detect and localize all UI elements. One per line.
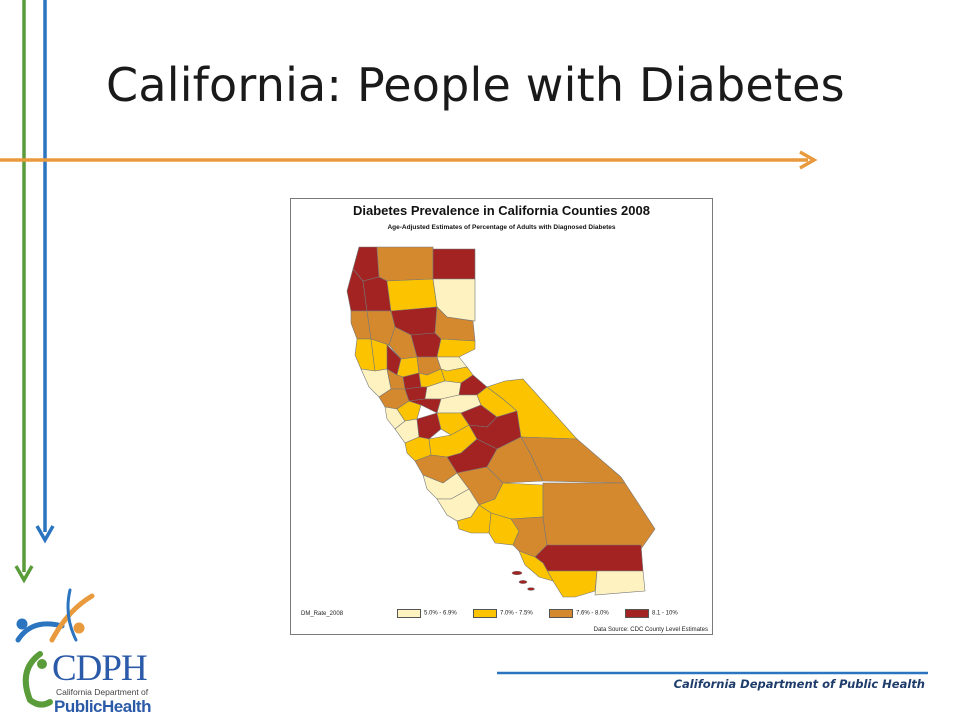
legend-swatch xyxy=(549,609,573,618)
legend-label: 5.0% - 6.9% xyxy=(424,610,457,617)
county-region xyxy=(542,482,656,550)
island xyxy=(527,587,535,591)
slide-title: California: People with Diabetes xyxy=(106,58,845,112)
county-region xyxy=(436,338,476,358)
legend-label: 7.0% - 7.5% xyxy=(500,610,533,617)
county-region xyxy=(432,248,476,280)
logo-figure-head-orange xyxy=(73,622,85,634)
green-arrow-head-icon xyxy=(14,565,34,584)
legend-item: 7.0% - 7.5% xyxy=(473,609,533,619)
logo-swoosh-thin xyxy=(66,588,78,642)
california-county-map xyxy=(346,246,656,598)
data-source-note: Data Source: CDC County Level Estimates xyxy=(593,627,708,633)
county-region xyxy=(594,570,646,596)
legend-label: 7.6% - 8.0% xyxy=(576,610,609,617)
legend-swatch xyxy=(625,609,649,618)
island xyxy=(511,570,523,576)
orange-arrow-head-icon xyxy=(799,150,818,170)
county-region xyxy=(534,544,644,572)
map-subtitle: Age-Adjusted Estimates of Percentage of … xyxy=(387,224,616,231)
logo-department-line: California Department of xyxy=(56,687,149,697)
county-region xyxy=(542,562,598,598)
logo-public-health: PublicHealth xyxy=(54,697,151,716)
map-figure: Diabetes Prevalence in California Counti… xyxy=(290,198,713,635)
county-region xyxy=(416,412,442,440)
map-legend: DM_Rate_2008 5.0% - 6.9% 7.0% - 7.5% 7.6… xyxy=(301,609,701,621)
blue-arrow-head-icon xyxy=(35,525,55,544)
county-region xyxy=(376,246,434,282)
map-title: Diabetes Prevalence in California Counti… xyxy=(353,203,650,218)
county-region xyxy=(396,400,422,422)
logo-acronym: CDPH xyxy=(52,648,148,689)
county-region xyxy=(386,278,438,312)
legend-item: 5.0% - 6.9% xyxy=(397,609,457,619)
legend-swatch xyxy=(473,609,497,618)
legend-swatch xyxy=(397,609,421,618)
legend-item: 8.1 - 10% xyxy=(625,609,678,619)
legend-item: 7.6% - 8.0% xyxy=(549,609,609,619)
logo-swoosh-blue xyxy=(15,621,65,643)
legend-label: 8.1 - 10% xyxy=(652,610,678,617)
logo-figure-head-blue xyxy=(16,618,28,630)
logo-swoosh-orange xyxy=(49,593,95,643)
logo-figure-head-green xyxy=(37,659,47,669)
footer-organization: California Department of Public Health xyxy=(673,677,925,691)
county-region xyxy=(362,276,392,312)
cdph-logo-mark xyxy=(15,588,95,708)
county-region xyxy=(518,550,554,582)
logo-swoosh-green xyxy=(22,651,53,708)
legend-title: DM_Rate_2008 xyxy=(301,611,344,617)
island xyxy=(518,580,528,584)
